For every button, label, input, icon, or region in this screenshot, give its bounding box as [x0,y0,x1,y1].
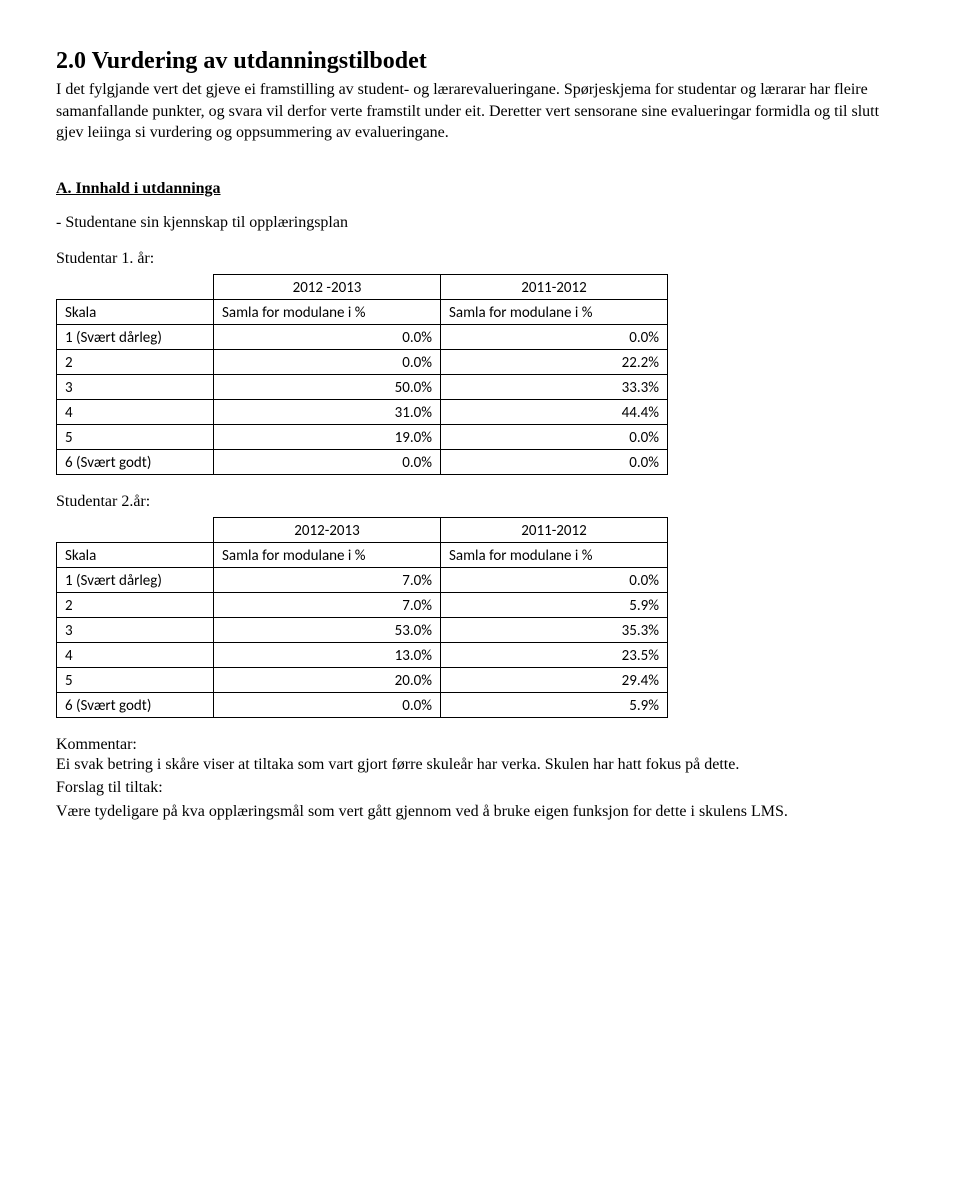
table-row: 5 19.0% 0.0% [57,424,668,449]
row-label: 6 (Svært godt) [57,692,214,717]
cell-value: 20.0% [214,667,441,692]
cell-value: 35.3% [441,617,668,642]
cell-value: 50.0% [214,374,441,399]
student2-label: Studentar 2.år: [56,493,904,511]
forslag-label: Forslag til tiltak: [56,777,904,799]
cell-value: 0.0% [441,424,668,449]
row-label: 5 [57,424,214,449]
cell-value: 5.9% [441,592,668,617]
student2-table: 2012-2013 2011-2012 Skala Samla for modu… [56,517,668,718]
cell-value: 33.3% [441,374,668,399]
row-label: 2 [57,592,214,617]
row-label: 2 [57,349,214,374]
table-year-header: 2012-2013 [214,517,441,542]
cell-value: 13.0% [214,642,441,667]
cell-value: 0.0% [214,449,441,474]
table-col-header: Samla for modulane i % [214,299,441,324]
cell-value: 29.4% [441,667,668,692]
table-row: 1 (Svært dårleg) 0.0% 0.0% [57,324,668,349]
table-col-header: Samla for modulane i % [214,542,441,567]
cell-value: 0.0% [441,324,668,349]
cell-value: 0.0% [441,449,668,474]
section-a-subhead: - Studentane sin kjennskap til opplæring… [56,214,904,232]
table-row: 1 (Svært dårleg) 7.0% 0.0% [57,567,668,592]
cell-value: 7.0% [214,592,441,617]
kommentar-label: Kommentar: [56,736,904,754]
table-skala-header: Skala [57,299,214,324]
row-label: 1 (Svært dårleg) [57,324,214,349]
cell-value: 22.2% [441,349,668,374]
cell-value: 0.0% [214,692,441,717]
table-row: 2 7.0% 5.9% [57,592,668,617]
row-label: 1 (Svært dårleg) [57,567,214,592]
cell-value: 31.0% [214,399,441,424]
table-row: 4 13.0% 23.5% [57,642,668,667]
table-year-header: 2011-2012 [441,274,668,299]
cell-value: 0.0% [214,349,441,374]
cell-value: 23.5% [441,642,668,667]
intro-paragraph: I det fylgjande vert det gjeve ei framst… [56,79,904,144]
table-row: 6 (Svært godt) 0.0% 0.0% [57,449,668,474]
table-row: 6 (Svært godt) 0.0% 5.9% [57,692,668,717]
cell-value: 0.0% [214,324,441,349]
cell-value: 5.9% [441,692,668,717]
cell-value: 53.0% [214,617,441,642]
student1-label: Studentar 1. år: [56,250,904,268]
kommentar-body: Ei svak betring i skåre viser at tiltaka… [56,754,904,776]
row-label: 4 [57,399,214,424]
cell-value: 0.0% [441,567,668,592]
forslag-body: Være tydeligare på kva opplæringsmål som… [56,801,904,823]
table-col-header: Samla for modulane i % [441,542,668,567]
student1-table: 2012 -2013 2011-2012 Skala Samla for mod… [56,274,668,475]
row-label: 3 [57,374,214,399]
table-skala-header: Skala [57,542,214,567]
table-year-header: 2011-2012 [441,517,668,542]
table-row: 5 20.0% 29.4% [57,667,668,692]
row-label: 6 (Svært godt) [57,449,214,474]
table-row: 3 53.0% 35.3% [57,617,668,642]
cell-value: 44.4% [441,399,668,424]
cell-value: 7.0% [214,567,441,592]
row-label: 4 [57,642,214,667]
table-year-header: 2012 -2013 [214,274,441,299]
table-col-header: Samla for modulane i % [441,299,668,324]
table-row: 3 50.0% 33.3% [57,374,668,399]
table-row: 4 31.0% 44.4% [57,399,668,424]
row-label: 3 [57,617,214,642]
row-label: 5 [57,667,214,692]
table-blank-cell [57,517,214,542]
cell-value: 19.0% [214,424,441,449]
section-a-heading: A. Innhald i utdanninga [56,180,904,198]
page-title: 2.0 Vurdering av utdanningstilbodet [56,48,904,75]
table-row: 2 0.0% 22.2% [57,349,668,374]
table-blank-cell [57,274,214,299]
